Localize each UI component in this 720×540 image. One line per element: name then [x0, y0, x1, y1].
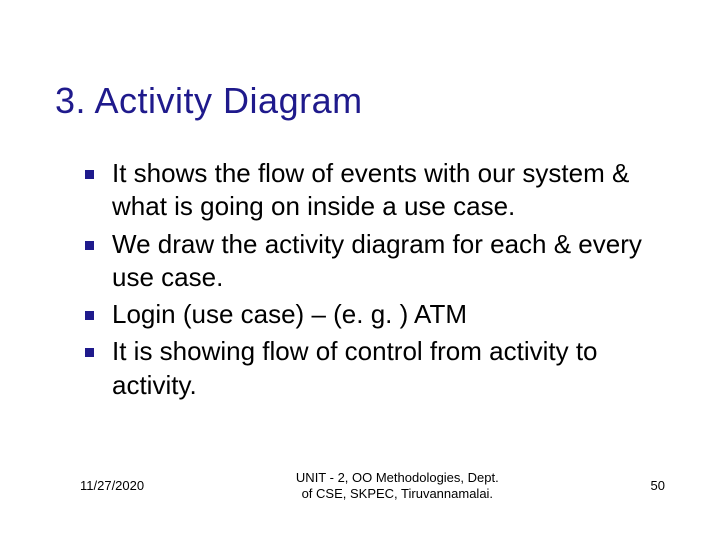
slide-title: 3. Activity Diagram [55, 80, 665, 122]
footer-center-line1: UNIT - 2, OO Methodologies, Dept. [296, 470, 499, 485]
square-bullet-icon [85, 311, 94, 320]
square-bullet-icon [85, 170, 94, 179]
bullet-item: We draw the activity diagram for each & … [85, 228, 665, 295]
bullet-item: It shows the flow of events with our sys… [85, 157, 665, 224]
square-bullet-icon [85, 348, 94, 357]
bullet-item: It is showing flow of control from activ… [85, 335, 665, 402]
footer-center-line2: of CSE, SKPEC, Tiruvannamalai. [302, 486, 493, 501]
slide-footer: 11/27/2020 UNIT - 2, OO Methodologies, D… [0, 470, 720, 503]
footer-date: 11/27/2020 [80, 478, 144, 493]
slide-content: It shows the flow of events with our sys… [55, 157, 665, 402]
bullet-item: Login (use case) – (e. g. ) ATM [85, 298, 665, 331]
bullet-text: We draw the activity diagram for each & … [112, 228, 665, 295]
footer-page-number: 50 [651, 478, 665, 493]
bullet-text: It shows the flow of events with our sys… [112, 157, 665, 224]
square-bullet-icon [85, 241, 94, 250]
bullet-text: It is showing flow of control from activ… [112, 335, 665, 402]
bullet-text: Login (use case) – (e. g. ) ATM [112, 298, 467, 331]
footer-center: UNIT - 2, OO Methodologies, Dept. of CSE… [144, 470, 650, 503]
slide: 3. Activity Diagram It shows the flow of… [0, 0, 720, 540]
